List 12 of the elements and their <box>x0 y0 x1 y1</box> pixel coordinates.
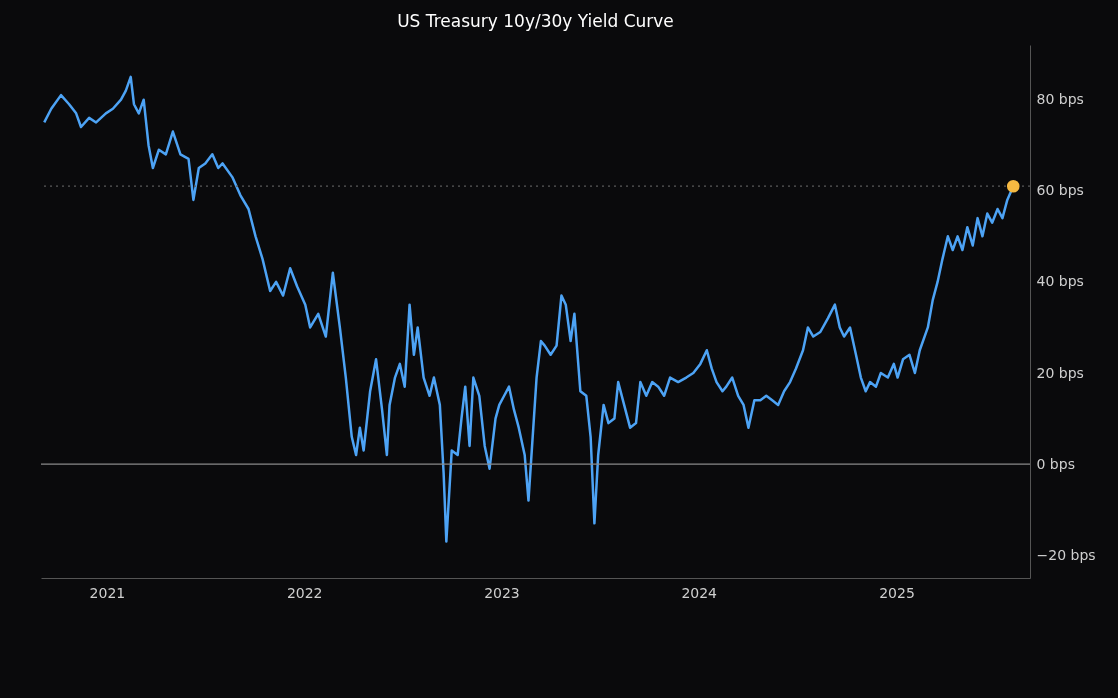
x-tick-label: 2022 <box>286 584 323 601</box>
y-tick-label: 20 bps <box>1036 364 1084 381</box>
y-tick-label: 80 bps <box>1036 91 1084 108</box>
y-tick-label: 0 bps <box>1036 455 1075 472</box>
y-tick-label: 60 bps <box>1036 182 1084 199</box>
y-tick-label: 40 bps <box>1036 273 1084 290</box>
x-tick-label: 2024 <box>681 584 718 601</box>
y-tick-label: −20 bps <box>1036 546 1096 563</box>
chart-title: US Treasury 10y/30y Yield Curve <box>397 11 674 31</box>
x-tick-label: 2021 <box>89 584 126 601</box>
x-tick-label: 2025 <box>879 584 915 601</box>
x-tick-label: 2023 <box>484 584 520 601</box>
